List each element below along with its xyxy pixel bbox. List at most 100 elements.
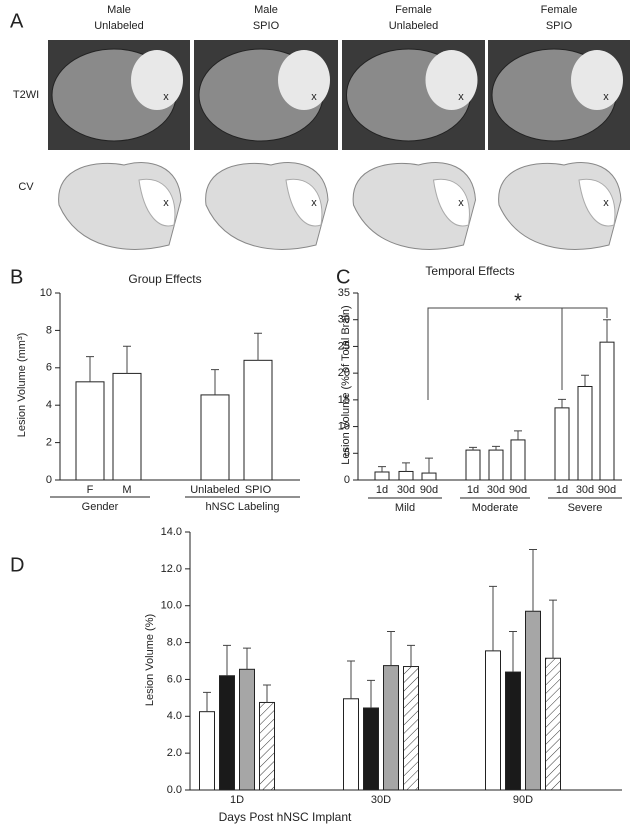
significance-bracket <box>427 307 608 400</box>
row-label: T2WI <box>13 89 39 101</box>
column-label: Male <box>107 4 131 16</box>
lesion-marker: x <box>458 197 464 209</box>
y-tick-label: 25 <box>338 340 350 352</box>
y-tick-label: 35 <box>338 287 350 299</box>
bar <box>398 470 414 481</box>
x-tick-label: SPIO <box>245 484 272 496</box>
error-bar <box>509 631 517 673</box>
lesion-marker: x <box>603 197 609 209</box>
column-label: SPIO <box>546 20 573 32</box>
bar <box>200 394 230 481</box>
x-tick-label: 90d <box>420 484 438 496</box>
bar <box>465 449 481 481</box>
group-label: hNSC Labeling <box>206 501 280 513</box>
bar <box>239 668 255 791</box>
y-tick-label: 30 <box>338 314 350 326</box>
y-tick-label: 8 <box>46 324 52 336</box>
error-bar <box>367 679 375 708</box>
bar <box>374 471 390 481</box>
error-bar <box>203 691 211 712</box>
bar <box>112 372 142 481</box>
panel-letter: D <box>10 554 24 576</box>
x-tick-label: 90d <box>509 484 527 496</box>
bar <box>199 711 215 791</box>
y-tick-label: 5 <box>344 447 350 459</box>
error-bar <box>387 631 395 666</box>
panel-letter: C <box>336 266 350 288</box>
row-label: CV <box>18 181 34 193</box>
error-bar <box>223 644 231 676</box>
bar <box>75 381 105 481</box>
y-axis-label: Lesion Volume (mm³) <box>16 333 28 438</box>
x-tick-label: 30d <box>576 484 594 496</box>
bar <box>485 650 501 791</box>
y-tick-label: 20 <box>338 367 350 379</box>
x-tick-label: Unlabeled <box>190 484 240 496</box>
error-bar <box>402 462 410 472</box>
error-bar <box>211 369 219 395</box>
x-tick-label: 1D <box>230 794 244 806</box>
error-bar <box>407 644 415 667</box>
lesion-marker: x <box>311 197 317 209</box>
lesion-marker: x <box>458 91 464 103</box>
bar <box>488 449 504 481</box>
bar <box>403 666 419 791</box>
lesion <box>571 50 623 110</box>
lesion <box>425 50 478 110</box>
x-tick-label: 90d <box>598 484 616 496</box>
x-tick-label: 30d <box>397 484 415 496</box>
x-axis-label: Days Post hNSC Implant <box>219 810 352 824</box>
histology-lesion <box>285 178 323 227</box>
column-label: Unlabeled <box>94 20 144 32</box>
group-label: Severe <box>568 502 603 514</box>
lesion-marker: x <box>311 91 317 103</box>
error-bar <box>492 445 500 451</box>
y-tick-label: 14.0 <box>161 526 182 538</box>
error-bar <box>514 430 522 440</box>
y-tick-label: 0 <box>46 474 52 486</box>
group-label: Moderate <box>472 502 518 514</box>
significance-star: * <box>514 290 522 312</box>
x-tick-label: 90D <box>513 794 533 806</box>
error-bar <box>558 398 566 408</box>
histology-lesion <box>578 178 616 227</box>
error-bar <box>254 332 262 361</box>
error-bar <box>263 684 271 703</box>
error-bar <box>603 319 611 343</box>
bar <box>259 701 275 791</box>
error-bar <box>581 374 589 387</box>
error-bar <box>489 585 497 651</box>
histology-lesion <box>138 178 176 227</box>
y-axis-label: Lesion Volume (% of Total Brain) <box>340 305 352 464</box>
y-tick-label: 2.0 <box>167 747 182 759</box>
bar <box>525 610 541 791</box>
chart-title: Group Effects <box>128 272 201 286</box>
y-tick-label: 0 <box>344 474 350 486</box>
bar <box>599 341 615 481</box>
chart-title: Temporal Effects <box>425 264 514 278</box>
y-tick-label: 10.0 <box>161 600 182 612</box>
y-axis-label: Lesion Volume (%) <box>144 614 156 706</box>
column-label: Female <box>395 4 432 16</box>
x-tick-label: 30d <box>487 484 505 496</box>
error-bar <box>86 356 94 382</box>
bar <box>421 472 437 481</box>
y-tick-label: 0.0 <box>167 784 182 796</box>
bar <box>343 698 359 791</box>
error-bar <box>469 446 477 451</box>
bar <box>577 386 593 481</box>
group-label: Mild <box>395 502 415 514</box>
lesion <box>131 50 183 110</box>
x-tick-label: F <box>87 484 94 496</box>
lesion <box>278 50 330 110</box>
y-tick-label: 10 <box>40 287 52 299</box>
bar <box>505 671 521 791</box>
y-tick-label: 4 <box>46 399 52 411</box>
lesion-marker: x <box>163 91 169 103</box>
bar <box>383 665 399 791</box>
column-label: Unlabeled <box>389 20 439 32</box>
error-bar <box>549 599 557 659</box>
panel-letter: B <box>10 266 23 288</box>
column-label: Male <box>254 4 278 16</box>
